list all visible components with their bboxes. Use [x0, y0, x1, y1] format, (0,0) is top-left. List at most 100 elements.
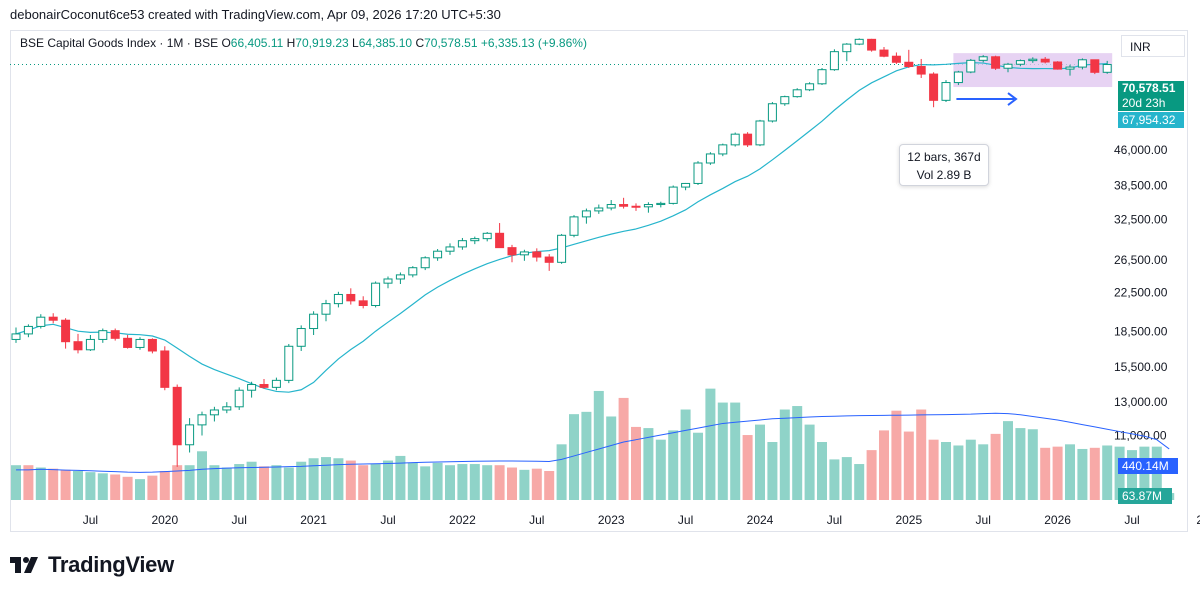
volume-bar [643, 428, 654, 500]
volume-bar [693, 432, 703, 500]
candle-body [408, 267, 418, 276]
candle-body [631, 205, 641, 208]
legend-close-value: 70,578.51 [424, 36, 478, 50]
volume-bar [345, 460, 356, 500]
candle-body [743, 133, 753, 146]
candle-body [85, 338, 95, 351]
volume-bar [1027, 429, 1038, 500]
volume-bar [928, 439, 939, 500]
candle-body [271, 379, 281, 388]
candle-body [606, 204, 616, 209]
volume-bar [519, 469, 530, 500]
volume-bar [680, 409, 691, 500]
volume-bar [494, 465, 505, 500]
candle-body [668, 186, 678, 204]
candle-body [581, 210, 591, 218]
candle-body [879, 49, 889, 57]
volume-bar [35, 467, 46, 500]
candle-body [805, 83, 815, 91]
candle-body [333, 293, 343, 305]
candle-body [470, 238, 480, 242]
volume-bar [953, 445, 964, 500]
candle-body [619, 204, 629, 207]
candle-body [61, 319, 71, 343]
candle-body [519, 251, 529, 256]
chart-frame[interactable] [10, 30, 1188, 532]
volume-bar [569, 414, 579, 500]
volume-bar [1089, 447, 1100, 500]
candle-body [1065, 66, 1075, 70]
candle-body [172, 386, 182, 446]
volume-bar [197, 451, 207, 500]
x-tick-label: 202 [1196, 513, 1200, 527]
legend-high-value: 70,919.23 [295, 36, 349, 50]
volume-bar [1015, 428, 1026, 500]
volume-bar [234, 464, 245, 500]
candle-body [780, 96, 790, 105]
candle-body [1015, 60, 1025, 65]
candle-body [730, 133, 740, 146]
volume-bar [482, 465, 493, 500]
x-tick-label: 2023 [598, 513, 625, 527]
candle-body [482, 232, 492, 240]
candle-body [259, 384, 269, 388]
volume-bar [965, 439, 976, 500]
candle-body [755, 120, 765, 146]
x-tick-label: 2026 [1044, 513, 1071, 527]
volume-bar [531, 468, 542, 500]
candle-body [966, 59, 976, 73]
volume-ma-tag: 440.14M [1118, 458, 1178, 474]
candle-body [346, 293, 356, 302]
volume-bar [841, 457, 852, 500]
volume-bar [358, 465, 369, 500]
volume-bar [110, 474, 121, 500]
candle-body [160, 350, 170, 388]
candle-body [1003, 63, 1013, 69]
candle-body [358, 300, 368, 307]
y-tick-label: 18,500.00 [1114, 325, 1168, 339]
volume-bar [1102, 445, 1113, 500]
symbol-legend: BSE Capital Goods Index · 1M · BSE O66,4… [20, 36, 587, 50]
candle-body [445, 246, 455, 252]
price-ma-line [15, 62, 1108, 393]
brand-name: TradingView [48, 552, 174, 577]
candle-body [656, 202, 666, 206]
volume-bar [147, 475, 158, 500]
volume-bar [432, 462, 443, 500]
volume-bar [383, 460, 393, 500]
volume-bar [916, 409, 927, 500]
volume-bar [507, 467, 517, 500]
volume-bar [23, 465, 34, 500]
measure-arrow-head [1007, 92, 1018, 106]
candle-body [867, 38, 877, 51]
candle-body [1040, 58, 1050, 63]
currency-button[interactable]: INR [1121, 35, 1185, 57]
x-tick-label: Jul [678, 513, 693, 527]
volume-bar [655, 439, 666, 500]
volume-bar [1077, 448, 1088, 500]
candle-body [978, 56, 988, 61]
volume-bar [779, 409, 790, 500]
volume-bar [1065, 444, 1075, 500]
volume-bar [879, 430, 889, 500]
candle-body [718, 144, 728, 155]
y-tick-label: 46,000.00 [1114, 143, 1168, 157]
candle-body [185, 424, 195, 446]
volume-bar [97, 473, 108, 500]
candle-body [209, 409, 219, 416]
candle-body [495, 232, 505, 249]
candle-body [222, 406, 232, 411]
y-tick-label: 26,500.00 [1114, 253, 1168, 267]
candle-body [371, 282, 381, 307]
tradingview-logo-icon [10, 557, 38, 573]
volume-bar [85, 472, 96, 500]
legend-title: BSE Capital Goods Index · 1M · BSE [20, 36, 219, 50]
volume-bar [730, 402, 741, 500]
volume-bar [184, 465, 195, 500]
volume-bar [755, 424, 765, 500]
volume-bar [370, 464, 381, 500]
volume-bar [259, 466, 269, 500]
created-by-header: debonairCoconut6ce53 created with Tradin… [10, 7, 501, 22]
candle-body [234, 389, 244, 408]
